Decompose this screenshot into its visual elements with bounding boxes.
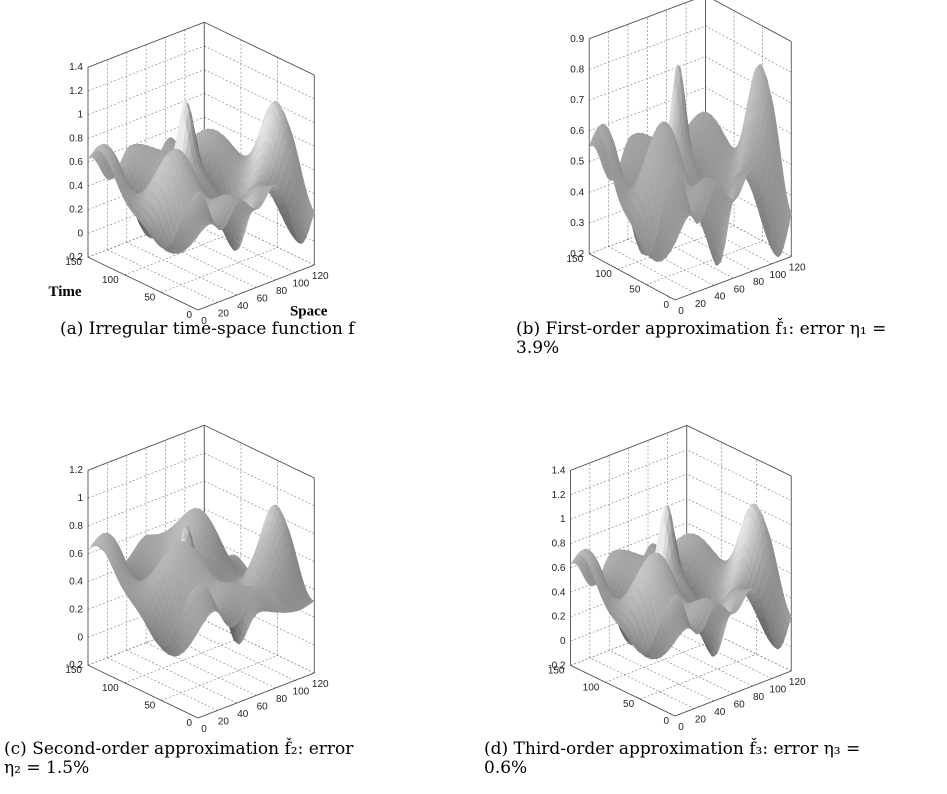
z-tick-label: 0 bbox=[77, 228, 83, 239]
caption-b-line1: (b) First-order approximation f̌₁: error… bbox=[516, 319, 886, 339]
surface bbox=[88, 505, 314, 656]
surface-plot-c: 020406080100120050100150-0.200.20.40.60.… bbox=[0, 400, 470, 730]
x-tick-label: 100 bbox=[293, 279, 310, 290]
x-tick-label: 20 bbox=[695, 299, 707, 310]
grid-line bbox=[204, 453, 314, 506]
z-tick-label: 1 bbox=[77, 110, 83, 121]
axis-line bbox=[88, 22, 204, 67]
axis-line bbox=[204, 425, 314, 478]
panel-c: 0 20 40 60 80 100 120 0 50 100 150 -0.2 0 0.2 0.4 0.6 0.… bbox=[0, 400, 470, 730]
grid-line bbox=[107, 658, 217, 711]
x-tick-label: 80 bbox=[753, 277, 765, 288]
z-tick-label: 0.8 bbox=[570, 65, 584, 76]
caption-a: (a) Irregular time-space function f bbox=[60, 320, 460, 339]
grid-line bbox=[204, 481, 314, 534]
y-tick-label: 100 bbox=[595, 269, 612, 280]
z-tick-label: 0.6 bbox=[69, 157, 83, 168]
y-tick-label: 0 bbox=[663, 300, 669, 311]
grid-line bbox=[204, 620, 314, 673]
x-tick-label: 120 bbox=[789, 263, 806, 274]
y-tick-label: 50 bbox=[144, 292, 156, 303]
caption-b-line2: 3.9% bbox=[516, 338, 559, 358]
x-axis-label: Space bbox=[290, 303, 328, 319]
surface-plot-a: 020406080100120050100150-0.200.20.40.60.… bbox=[0, 0, 470, 318]
grid-line bbox=[127, 650, 237, 703]
axis-line bbox=[705, 0, 791, 42]
x-tick-label: 80 bbox=[276, 286, 288, 297]
x-tick-label: 20 bbox=[218, 309, 230, 320]
grid-line bbox=[705, 0, 791, 42]
grid-line bbox=[107, 250, 217, 303]
z-tick-label: 1.2 bbox=[69, 86, 83, 97]
caption-b: (b) First-order approximation f̌₁: error… bbox=[516, 320, 944, 358]
grid-line bbox=[204, 70, 314, 123]
x-tick-label: 0 bbox=[678, 306, 684, 317]
z-tick-label: 0.2 bbox=[570, 249, 584, 260]
grid-line bbox=[146, 643, 256, 696]
x-tick-label: 120 bbox=[312, 271, 329, 282]
surface-plot-b: 0204060801001200501001500.20.30.40.50.60… bbox=[470, 0, 947, 318]
z-tick-label: 0.5 bbox=[570, 157, 584, 168]
y-axis-label: Time bbox=[49, 284, 82, 300]
axis-line bbox=[88, 425, 204, 470]
surface bbox=[88, 101, 314, 254]
grid-line bbox=[705, 57, 791, 103]
grid-line bbox=[204, 46, 314, 99]
z-tick-label: 0.9 bbox=[570, 34, 584, 45]
x-tick-label: 60 bbox=[257, 294, 269, 305]
grid-line bbox=[88, 453, 204, 498]
y-tick-label: 100 bbox=[102, 275, 119, 286]
z-tick-label: 1.4 bbox=[69, 62, 83, 73]
z-tick-label: -0.2 bbox=[66, 252, 84, 263]
z-tick-label: 0.3 bbox=[570, 218, 584, 229]
x-tick-label: 60 bbox=[734, 284, 746, 295]
surface bbox=[589, 64, 791, 266]
x-tick-label: 40 bbox=[714, 292, 726, 303]
z-tick-label: 0.6 bbox=[570, 126, 584, 137]
z-tick-label: 0.4 bbox=[570, 187, 584, 198]
caption-a-line1: (a) Irregular time-space function f bbox=[60, 319, 355, 339]
panel-a: 0 20 40 60 80 100 120 0 50 100 150 -0.2 0 0.2 0.4 0.6 0.… bbox=[0, 0, 470, 318]
y-tick-label: 50 bbox=[629, 285, 641, 296]
z-tick-label: 0.2 bbox=[69, 205, 83, 216]
x-tick-label: 100 bbox=[770, 270, 787, 281]
x-tick-label: 40 bbox=[237, 301, 249, 312]
axis-line bbox=[204, 22, 314, 75]
grid-line bbox=[705, 26, 791, 72]
z-tick-label: 0.4 bbox=[69, 181, 83, 192]
grid-line bbox=[686, 218, 772, 264]
z-tick-label: 0.7 bbox=[570, 95, 584, 106]
z-tick-label: 0.8 bbox=[69, 133, 83, 144]
panel-b: 0 20 40 60 80 100 120 0 50 100 150 0.2 0.3 0.4 0.5 0.6 0… bbox=[470, 0, 947, 318]
